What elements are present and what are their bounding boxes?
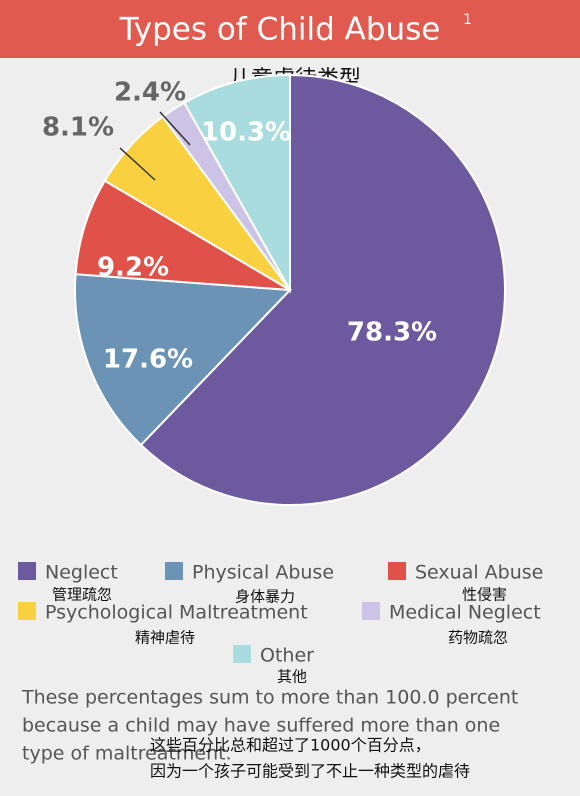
footnote: type of maltreatment. <box>22 743 232 765</box>
legend-swatch <box>362 602 380 620</box>
leader-line <box>119 147 156 181</box>
legend-label: Medical Neglect <box>389 602 541 624</box>
footnote: because a child may have suffered more t… <box>22 715 500 737</box>
legend-label: Neglect <box>45 562 118 584</box>
value-label: 8.1% <box>42 113 114 143</box>
legend-label-zh: 精神虐待 <box>135 629 195 647</box>
value-label: 10.3% <box>201 118 291 148</box>
legend-swatch <box>165 562 183 580</box>
footnote-zh: 这些百分比总和超过了1000个百分点， <box>150 736 431 755</box>
legend-swatch <box>388 562 406 580</box>
footnote-zh: 因为一个孩子可能受到了不止一种类型的虐待 <box>150 762 470 781</box>
chart-title: Types of Child Abuse <box>119 12 441 48</box>
pie-slice <box>74 179 291 291</box>
legend-label: Psychological Maltreatment <box>45 602 308 624</box>
value-label: 9.2% <box>97 253 169 283</box>
legend-label: Physical Abuse <box>192 562 334 584</box>
legend-swatch <box>18 562 36 580</box>
value-label: 17.6% <box>103 345 193 375</box>
legend-swatch <box>233 645 251 663</box>
legend-label-zh: 身体暴力 <box>235 588 295 606</box>
legend-label-zh: 性侵害 <box>462 586 507 604</box>
legend-label: Sexual Abuse <box>415 562 543 584</box>
value-label: 78.3% <box>347 318 437 348</box>
pie-slice <box>74 273 293 447</box>
legend-label-zh: 其他 <box>277 668 307 686</box>
legend-label-zh: 管理疏忽 <box>52 586 112 604</box>
leader-line <box>159 111 191 146</box>
pie-slice <box>182 73 291 294</box>
title-note: 1 <box>463 12 472 28</box>
legend-label-zh: 药物疏忽 <box>448 629 508 647</box>
legend-label: Other <box>260 645 314 667</box>
value-label: 2.4% <box>114 78 186 108</box>
footnote: These percentages sum to more than 100.0… <box>21 687 518 709</box>
pie-slice <box>139 73 506 506</box>
header-band <box>0 0 580 58</box>
legend-swatch <box>18 602 36 620</box>
